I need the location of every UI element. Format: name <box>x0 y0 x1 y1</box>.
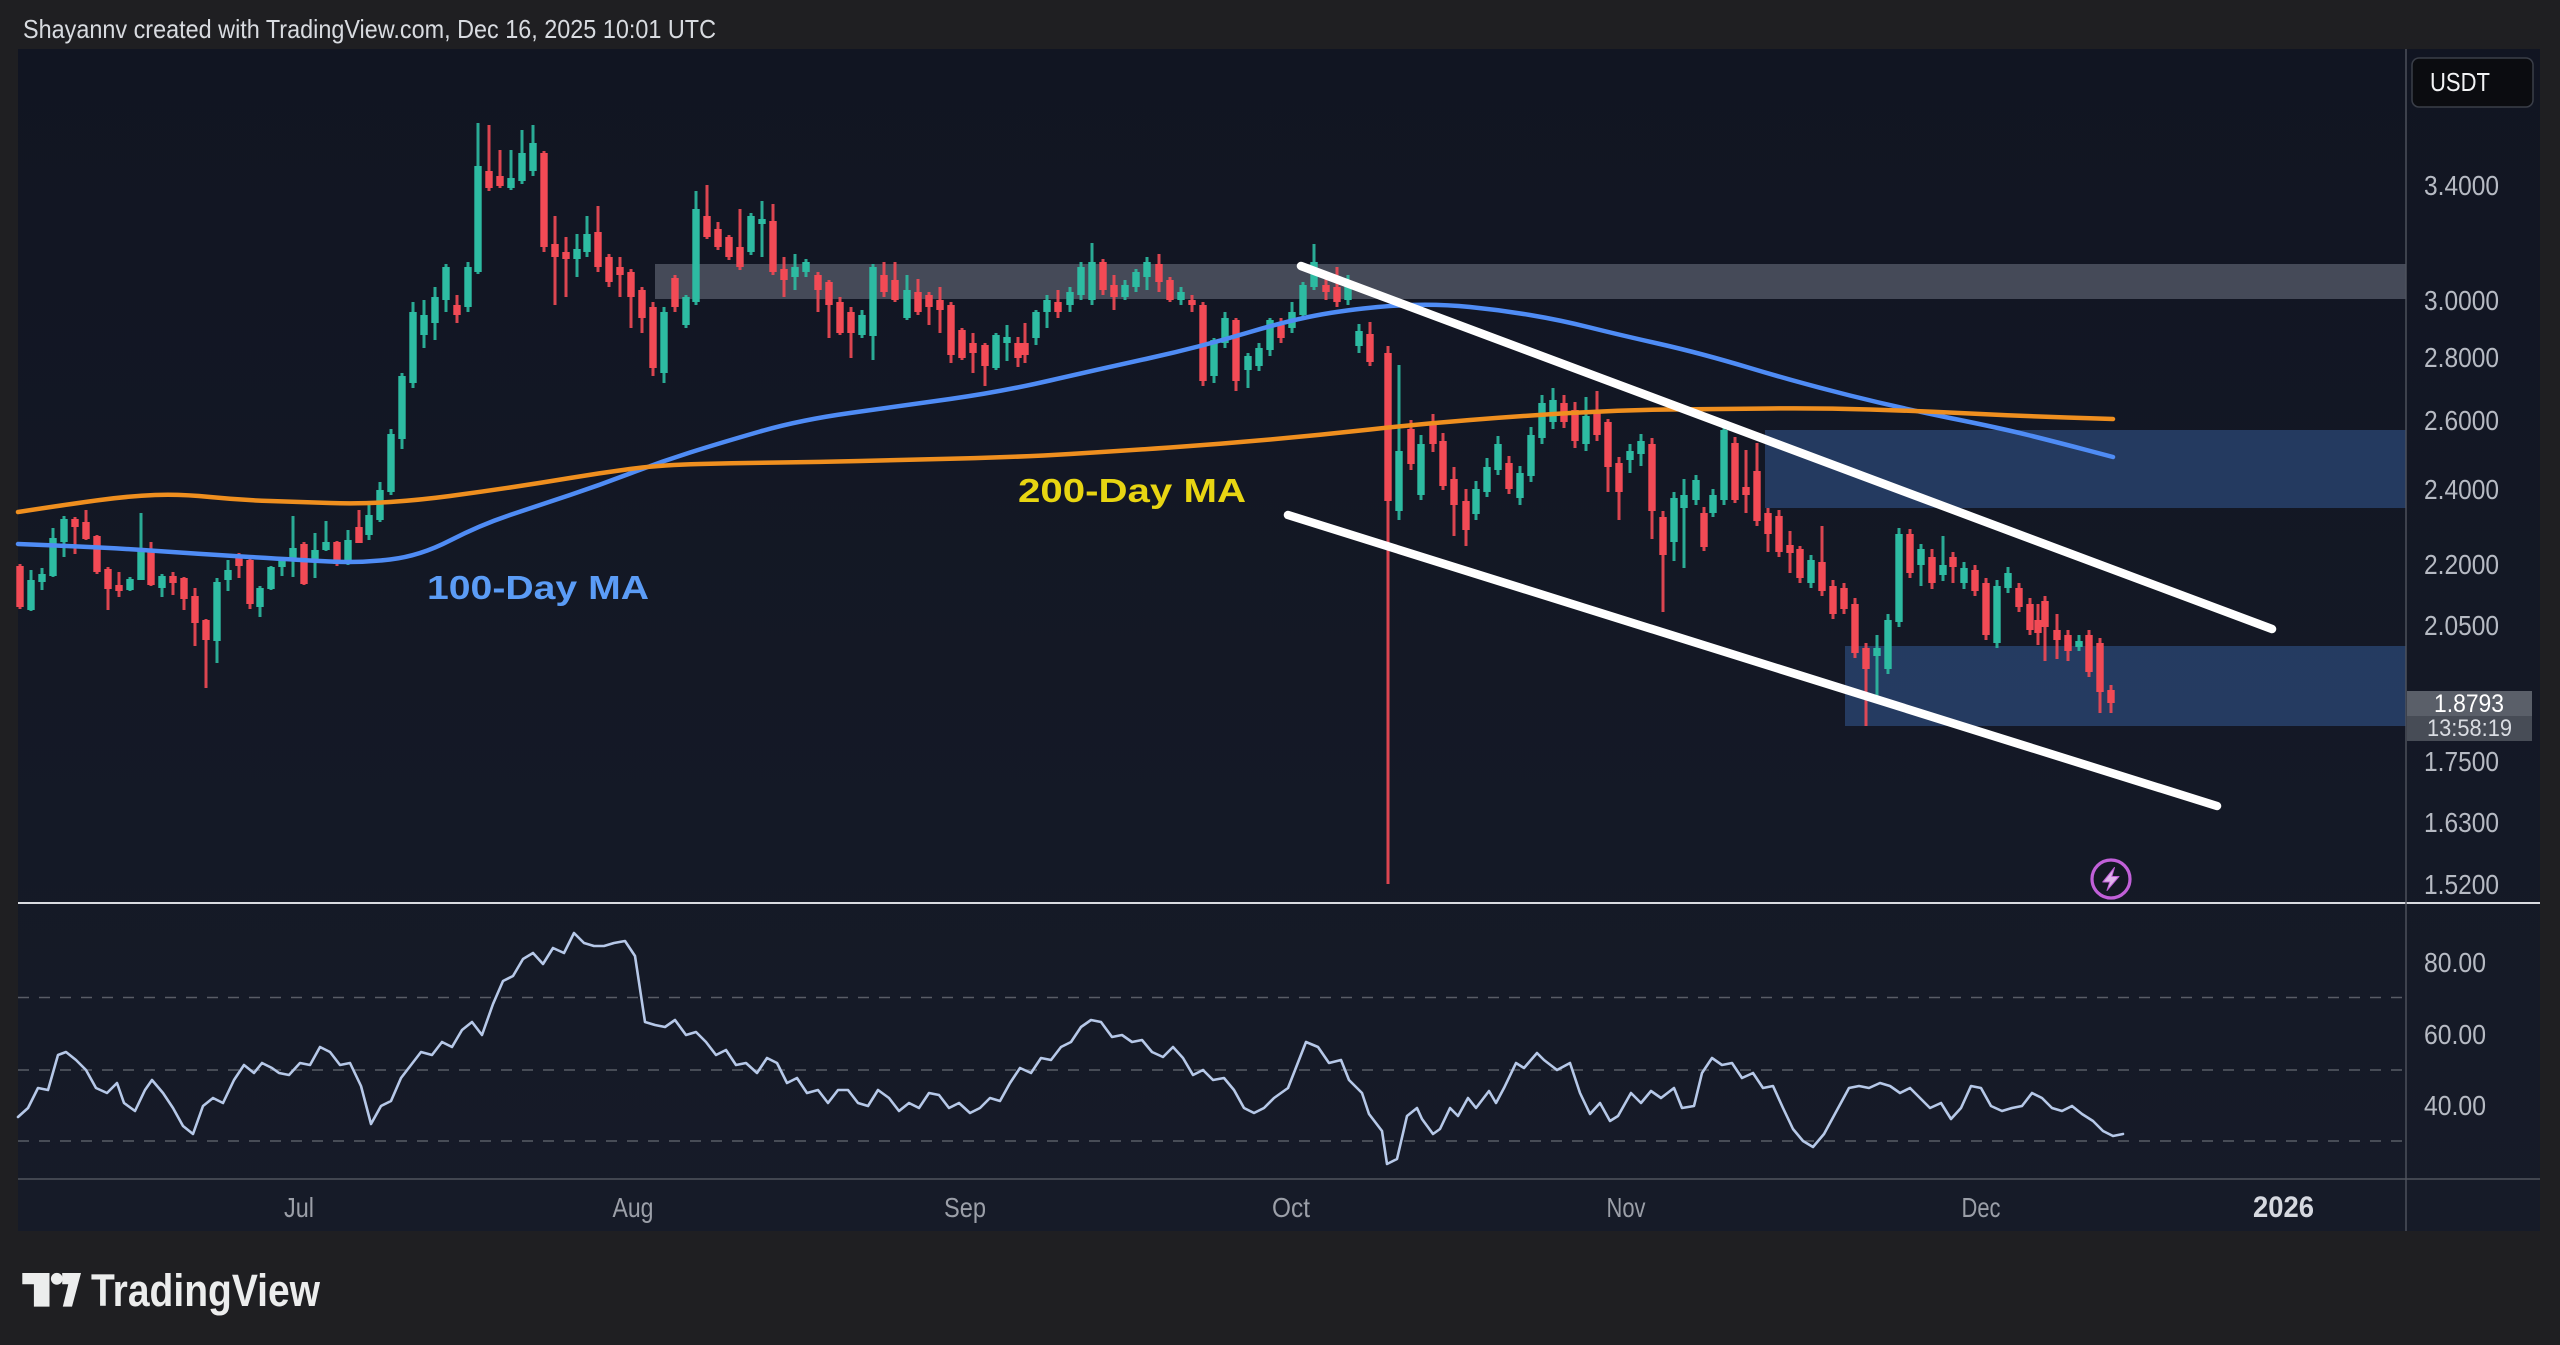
svg-text:Oct: Oct <box>1272 1192 1310 1223</box>
svg-text:Nov: Nov <box>1607 1192 1646 1223</box>
svg-text:Shayannv created with TradingV: Shayannv created with TradingView.com, D… <box>23 14 716 44</box>
svg-text:2026: 2026 <box>2253 1191 2314 1224</box>
svg-text:13:58:19: 13:58:19 <box>2427 715 2512 742</box>
svg-text:2.6000: 2.6000 <box>2424 405 2499 436</box>
svg-text:Aug: Aug <box>613 1192 654 1223</box>
svg-text:Dec: Dec <box>1962 1192 2001 1223</box>
svg-text:2.4000: 2.4000 <box>2424 474 2499 505</box>
svg-text:100-Day MA: 100-Day MA <box>427 569 649 606</box>
svg-text:40.00: 40.00 <box>2424 1090 2486 1121</box>
svg-text:3.0000: 3.0000 <box>2424 285 2499 316</box>
svg-text:80.00: 80.00 <box>2424 947 2486 978</box>
svg-text:USDT: USDT <box>2430 67 2490 97</box>
svg-text:200-Day MA: 200-Day MA <box>1018 472 1246 509</box>
svg-text:60.00: 60.00 <box>2424 1019 2486 1050</box>
svg-text:Jul: Jul <box>284 1192 314 1223</box>
svg-text:2.8000: 2.8000 <box>2424 342 2499 373</box>
svg-text:2.0500: 2.0500 <box>2424 610 2499 641</box>
svg-text:1.6300: 1.6300 <box>2424 807 2499 838</box>
svg-text:Sep: Sep <box>944 1192 986 1223</box>
svg-text:1.7500: 1.7500 <box>2424 746 2499 777</box>
svg-text:1.8793: 1.8793 <box>2434 690 2504 718</box>
svg-text:3.4000: 3.4000 <box>2424 170 2499 201</box>
svg-text:TradingView: TradingView <box>91 1265 321 1316</box>
svg-text:1.5200: 1.5200 <box>2424 869 2499 900</box>
svg-text:2.2000: 2.2000 <box>2424 549 2499 580</box>
